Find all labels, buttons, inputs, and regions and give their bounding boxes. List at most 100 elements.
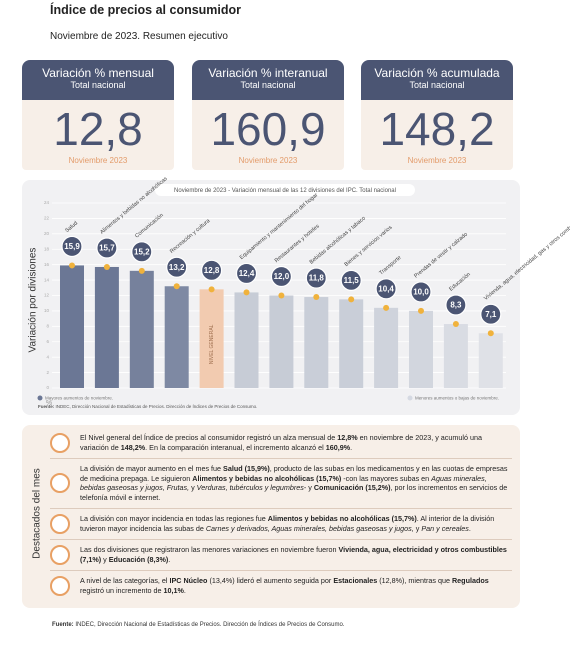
value-badge xyxy=(235,262,258,285)
data-label: 15,9 xyxy=(64,242,80,251)
y-axis-label: Variación por divisiones xyxy=(28,248,39,353)
y-tick-label: 22 xyxy=(44,216,50,221)
highlight-icon xyxy=(50,544,70,565)
bar xyxy=(269,295,294,388)
text-run: - y xyxy=(303,483,314,493)
highlights-panel xyxy=(22,425,520,608)
highlight-item: La división con mayor incidencia en toda… xyxy=(50,509,512,540)
text-run: A nivel de las categorías, el xyxy=(80,576,170,586)
text-run: Fuente: xyxy=(52,622,74,628)
data-label: 10,4 xyxy=(378,284,394,293)
text-run: (12,8%), mientras que xyxy=(377,576,452,586)
highlight-item: Las dos divisiones que registraron las m… xyxy=(50,540,512,571)
text-run: Aguas minerales, bebidas gaseosas y jugo… xyxy=(80,473,487,493)
highlight-text: La división de mayor aumento en el mes f… xyxy=(80,464,512,503)
kpi-period: Noviembre 2023 xyxy=(407,156,467,165)
text-run: . xyxy=(350,443,353,452)
bar-top-dot xyxy=(487,330,494,337)
data-label: 8,3 xyxy=(450,301,462,310)
text-run: (13,4%) lideró el aumento seguida por xyxy=(207,576,334,586)
data-label: 11,8 xyxy=(309,274,325,283)
text-run: Pan y cereales xyxy=(421,523,469,533)
highlights-list: El Nivel general del Índice de precios a… xyxy=(50,428,512,601)
bar-top-dot xyxy=(418,307,424,314)
text-run: Carnes y derivados, Aguas minerales, beb… xyxy=(205,523,414,533)
bar-top-dot xyxy=(208,286,215,293)
text-run: 10,1% xyxy=(163,585,184,595)
x-tick-label: Vivienda, agua, electricidad, gas y otro… xyxy=(483,213,570,302)
y-tick-label: 10 xyxy=(44,308,50,313)
value-badge xyxy=(96,237,118,259)
text-run: -con las mayores subas en xyxy=(341,473,432,483)
bar-top-dot xyxy=(383,304,390,311)
text-run: IPC Núcleo xyxy=(169,576,208,586)
text-run: Estacionales xyxy=(333,576,378,586)
text-run: Verduras, tubérculos y legumbres xyxy=(196,483,304,493)
y-tick-label: 0 xyxy=(46,385,49,390)
y-tick-label: 6 xyxy=(46,339,49,344)
text-run: Las dos divisiones que registraron las m… xyxy=(80,545,339,555)
bar-top-dot xyxy=(452,321,459,328)
kpi-value: 12,8 xyxy=(53,103,143,155)
bar xyxy=(164,286,189,388)
text-run: 160,9% xyxy=(325,443,351,452)
chart: Noviembre de 2023 - Variación mensual de… xyxy=(28,176,570,409)
text-run: en noviembre de 2023, y acumuló una vari… xyxy=(80,433,482,452)
kpi-card: Variación % mensual Total nacional 12,8 Nov… xyxy=(22,60,174,170)
text-run: registró un incremento de xyxy=(80,585,164,595)
text-run: El Nivel general del Índice de precios a… xyxy=(80,433,338,443)
y-tick-label: 14 xyxy=(44,277,50,282)
highlight-icon xyxy=(50,433,70,453)
data-label: 12,0 xyxy=(274,272,290,281)
kpi-body: 148,2 Noviembre 2023 xyxy=(361,100,513,170)
value-badge xyxy=(270,265,292,288)
text-run: La división con mayor incidencia en toda… xyxy=(80,514,268,524)
text-run: , por los incrementos en servicios de te… xyxy=(80,483,508,503)
highlight-text: La división con mayor incidencia en toda… xyxy=(80,514,512,533)
highlight-text: A nivel de las categorías, el IPC Núcleo… xyxy=(80,576,512,595)
chart-title: Noviembre de 2023 - Variación mensual de… xyxy=(174,188,396,194)
text-run: Alimentos y bebidas no alcohólicas (15,7… xyxy=(267,514,417,524)
data-label: 7,1 xyxy=(485,310,497,319)
highlights-title: Destacados del mes xyxy=(31,468,43,559)
text-run: Regulados xyxy=(451,576,489,586)
y-tick-label: 2 xyxy=(46,370,49,375)
bar xyxy=(443,324,468,388)
value-badge xyxy=(340,269,362,291)
bar-top-dot xyxy=(348,296,355,303)
data-label: 12,8 xyxy=(204,266,220,275)
data-label: 11,5 xyxy=(344,276,360,285)
data-label: 15,2 xyxy=(134,247,150,256)
text-run: Comunicación (15,2%) xyxy=(313,483,391,493)
text-run: y xyxy=(101,554,109,564)
bar-top-dot xyxy=(138,267,145,274)
x-tick-label: Transporte xyxy=(378,255,402,277)
highlight-item: La división de mayor aumento en el mes f… xyxy=(50,459,512,509)
data-label: 12,4 xyxy=(239,269,255,278)
y-tick-label: 8 xyxy=(46,324,49,329)
highlight-icon xyxy=(50,575,70,596)
x-tick-label: Comunicación xyxy=(134,212,165,239)
highlight-icon xyxy=(50,513,70,534)
bar-top-dot xyxy=(69,262,75,269)
text-run: INDEC, Dirección Nacional de Estadística… xyxy=(54,403,257,409)
text-run: . xyxy=(183,585,186,595)
value-badge xyxy=(375,278,397,300)
text-run: . xyxy=(468,523,471,533)
legend-label: Menores aumentos o bajas de noviembre. xyxy=(415,396,499,401)
bar xyxy=(409,310,433,388)
text-run: 148,2% xyxy=(120,443,146,452)
x-tick-label: Equipamiento y mantenimiento del hogar xyxy=(239,192,320,261)
kpi-subtitle: Total nacional xyxy=(240,80,296,90)
text-run: y xyxy=(189,483,197,493)
text-run: 12,8% xyxy=(337,433,358,443)
kpi-body: 160,9 Noviembre 2023 xyxy=(192,100,344,170)
bar xyxy=(478,333,503,388)
kpi-card: Variación % interanual Total nacional 160,… xyxy=(192,60,344,170)
x-tick-label: Alimentos y bebidas no alcohólicas xyxy=(99,176,169,236)
highlight-text: El Nivel general del Índice de precios a… xyxy=(80,433,512,452)
bar xyxy=(374,307,399,388)
text-run: . Al interior de la división tuvieron ma… xyxy=(80,514,495,533)
kpi-value: 160,9 xyxy=(210,103,326,155)
bar-top-dot xyxy=(103,263,110,270)
